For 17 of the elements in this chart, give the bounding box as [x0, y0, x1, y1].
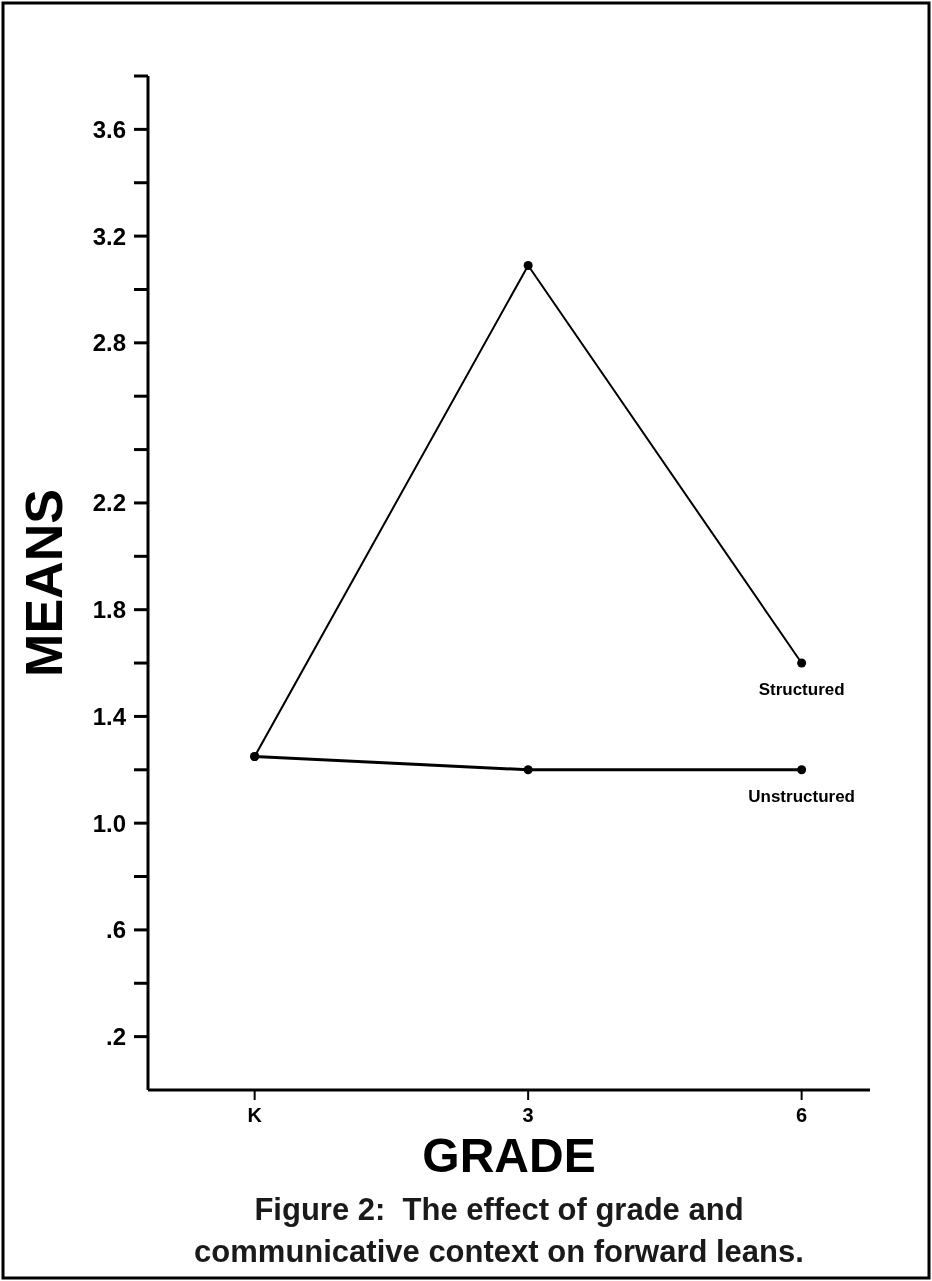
x-tick-label: 3: [522, 1104, 534, 1126]
y-tick-label: 1.0: [92, 809, 126, 837]
y-tick-label: .2: [105, 1023, 126, 1051]
x-tick-label: 6: [796, 1104, 808, 1126]
y-tick-label: 1.8: [92, 596, 126, 624]
y-tick-label: 3.6: [92, 115, 126, 143]
series-label: Unstructured: [748, 786, 855, 806]
text: Figure 2: The effect of grade and communicative context on forward leans.: [194, 1192, 804, 1269]
x-axis-title: GRADE: [422, 1129, 596, 1182]
y-tick-label: 3.2: [92, 222, 126, 250]
x-tick-label: K: [247, 1104, 263, 1126]
y-axis-title: MEANS: [15, 489, 73, 677]
y-tick-label: .6: [105, 916, 126, 944]
series-label: Structured: [758, 680, 845, 700]
y-tick-label: 2.2: [92, 489, 126, 517]
y-tick-label: 1.4: [92, 702, 127, 730]
y-tick-label: 2.8: [92, 329, 126, 357]
